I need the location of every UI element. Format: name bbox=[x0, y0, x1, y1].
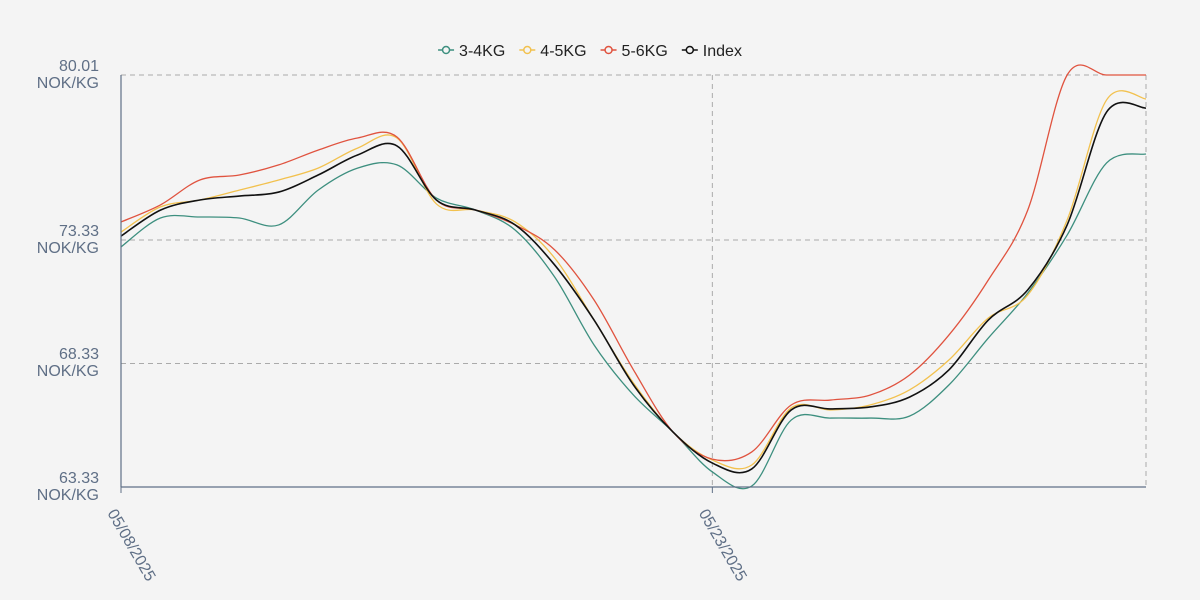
lines bbox=[120, 64, 1147, 490]
legend-item: 3-4KG bbox=[438, 43, 505, 60]
y-tick-label: 68.33 NOK/KG bbox=[36, 346, 99, 381]
legend-label: 4-5KG bbox=[540, 43, 586, 60]
legend-items: 3-4KG 4-5KG 5-6KG Index bbox=[438, 43, 742, 60]
legend-item: 5-6KG bbox=[600, 43, 668, 60]
legend-marker bbox=[685, 45, 695, 55]
y-tick-label: 80.01 NOK/KG bbox=[36, 58, 99, 92]
x-tick-label: 05/23/2025 bbox=[695, 507, 750, 585]
legend-label: 5-6KG bbox=[622, 43, 668, 60]
legend-item: Index bbox=[681, 43, 742, 60]
x-labels: 05/08/2025 05/23/2025 bbox=[104, 487, 750, 584]
legend-label: Index bbox=[703, 43, 742, 60]
legend: 3-4KG 4-5KG 5-6KG Index bbox=[438, 43, 742, 60]
legend-marker bbox=[441, 45, 451, 55]
legend-item: 4-5KG bbox=[519, 43, 587, 60]
y-tick-label: 63.33 NOK/KG bbox=[36, 470, 99, 504]
legend-marker bbox=[604, 45, 613, 55]
legend-marker bbox=[523, 45, 532, 55]
y-tick-label: 73.33 NOK/KG bbox=[36, 222, 99, 257]
grid bbox=[121, 74, 1146, 488]
series-line bbox=[120, 101, 1147, 474]
x-tick-label: 05/08/2025 bbox=[104, 507, 159, 585]
series-line bbox=[120, 64, 1146, 462]
legend-label: 3-4KG bbox=[459, 43, 505, 60]
series-line bbox=[120, 90, 1147, 470]
series-line bbox=[120, 153, 1147, 490]
